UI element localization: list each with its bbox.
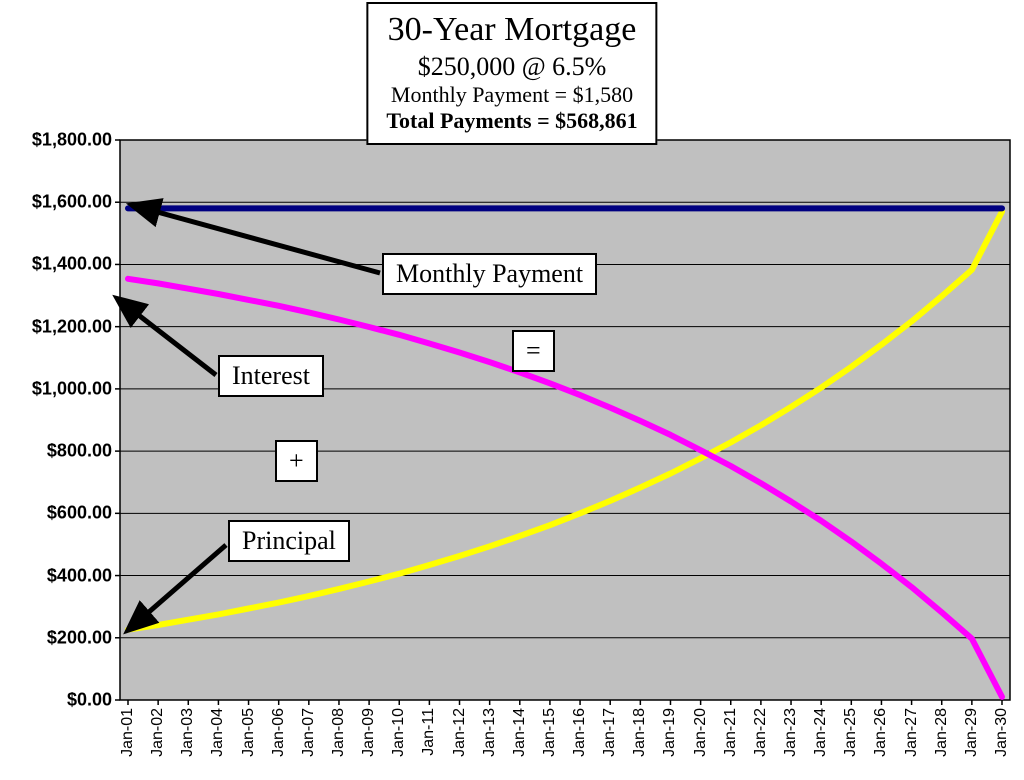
x-tick-label: Jan-03 [179,708,197,757]
y-tick-label: $0.00 [12,690,112,711]
x-tick-label: Jan-14 [511,708,529,757]
x-tick-label: Jan-19 [661,708,679,757]
y-tick-label: $1,600.00 [12,192,112,213]
y-tick-label: $1,000.00 [12,378,112,399]
x-tick-label: Jan-21 [722,708,740,757]
x-tick-label: Jan-01 [119,708,137,757]
x-tick-label: Jan-10 [390,708,408,757]
x-tick-label: Jan-17 [601,708,619,757]
x-tick-label: Jan-26 [872,708,890,757]
x-tick-label: Jan-16 [571,708,589,757]
label-equals: = [512,330,555,372]
x-tick-label: Jan-27 [903,708,921,757]
x-tick-label: Jan-20 [692,708,710,757]
label-principal: Principal [228,520,350,562]
y-tick-label: $1,800.00 [12,130,112,151]
chart-title-box: 30-Year Mortgage $250,000 @ 6.5% Monthly… [366,2,657,145]
y-tick-label: $400.00 [12,565,112,586]
x-tick-label: Jan-06 [270,708,288,757]
x-tick-label: Jan-12 [451,708,469,757]
x-tick-label: Jan-05 [240,708,258,757]
mortgage-chart: 30-Year Mortgage $250,000 @ 6.5% Monthly… [0,0,1024,780]
x-tick-label: Jan-18 [631,708,649,757]
x-tick-label: Jan-28 [933,708,951,757]
title-line-4: Total Payments = $568,861 [386,108,637,134]
x-tick-label: Jan-15 [541,708,559,757]
x-tick-label: Jan-04 [209,708,227,757]
label-plus: + [275,440,318,482]
title-line-1: 30-Year Mortgage [386,10,637,51]
y-tick-label: $600.00 [12,503,112,524]
label-monthly-payment: Monthly Payment [382,253,597,295]
x-tick-label: Jan-07 [300,708,318,757]
x-tick-label: Jan-25 [842,708,860,757]
x-tick-label: Jan-24 [812,708,830,757]
x-tick-label: Jan-22 [752,708,770,757]
label-interest: Interest [218,355,324,397]
y-tick-label: $1,200.00 [12,316,112,337]
x-tick-label: Jan-23 [782,708,800,757]
x-tick-label: Jan-11 [420,708,438,756]
x-tick-label: Jan-30 [993,708,1011,757]
x-tick-label: Jan-02 [149,708,167,757]
x-tick-label: Jan-29 [963,708,981,757]
x-tick-label: Jan-08 [330,708,348,757]
x-tick-label: Jan-13 [481,708,499,757]
y-tick-label: $200.00 [12,627,112,648]
y-tick-label: $1,400.00 [12,254,112,275]
title-line-2: $250,000 @ 6.5% [386,51,637,82]
title-line-3: Monthly Payment = $1,580 [386,82,637,108]
x-tick-label: Jan-09 [360,708,378,757]
y-tick-label: $800.00 [12,441,112,462]
